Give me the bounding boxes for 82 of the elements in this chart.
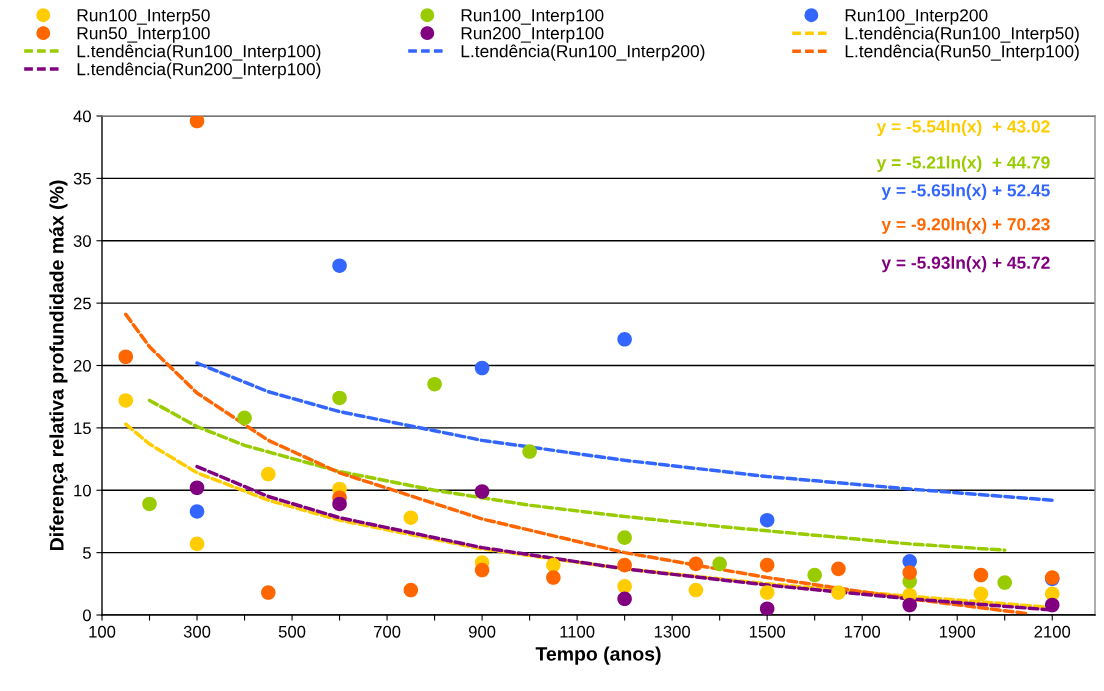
point [831,561,846,577]
y-tick-label: 15 [74,422,91,435]
annotation: y = -5.65ln(x) + 52.45 [881,183,1050,200]
x-tick-label: 1700 [844,625,881,638]
y-tick-label: 40 [73,110,91,123]
point [118,393,134,408]
x-tick-label: 100 [89,625,116,638]
legend-label: L.tendência(Run200_Interp100) [77,62,321,79]
x-tick-label: 1500 [749,625,786,638]
point [546,570,561,585]
x-tick-label: 900 [468,625,496,638]
point [617,332,632,347]
point [546,557,561,573]
legend-label: Run100_Interp100 [461,9,604,25]
line-series [147,398,1007,552]
annotation: y = -5.54ln(x) + 43.02 [876,119,1050,137]
point [189,536,205,552]
point [973,586,989,602]
point [617,579,632,594]
legend-label: L.tendência(Run100_Interp200) [461,44,705,61]
point [617,557,632,573]
point [118,349,134,365]
y-tick-label: 5 [82,547,91,559]
x-tick-label: 1900 [939,625,976,638]
x-tick-label: 500 [278,625,306,638]
point [474,562,490,578]
point [261,466,276,482]
point [759,601,775,615]
point [997,575,1013,590]
y-tick-label: 20 [73,359,91,372]
y-tick-label: 0 [82,609,91,622]
y-tick-label: 25 [73,297,91,310]
point [189,480,205,496]
x-tick-label: 700 [374,625,401,638]
y-tick-label: 30 [73,235,91,247]
y-axis-title: Diferença relativa profundidade máx (%) [49,180,68,551]
point [403,510,419,525]
line-series [195,361,1054,502]
point [759,585,775,600]
point [902,597,917,613]
x-tick-label: 300 [183,625,211,638]
x-axis-title: Tempo (anos) [535,646,661,665]
point [1044,597,1060,613]
x-tick-label: 1100 [560,625,595,638]
point [759,557,775,573]
legend-label: Run100_Interp200 [845,9,988,25]
point [712,556,727,572]
point [973,567,989,583]
legend-label: Run100_Interp50 [77,9,210,25]
point [403,582,419,598]
point [522,444,537,459]
point [688,556,704,572]
point [759,512,775,528]
point [332,496,347,512]
x-tick-label: 1300 [654,625,691,638]
point [474,484,490,499]
annotation: y = -5.21ln(x) + 44.79 [876,155,1050,172]
annotation: y = -9.20ln(x) + 70.23 [881,217,1050,234]
point [332,258,347,273]
point [189,504,205,519]
point [474,360,490,376]
legend-label: L.tendência(Run50_Interp100) [845,44,1079,61]
point [831,585,846,600]
legend-label: L.tendência(Run100_Interp50) [845,26,1079,43]
point [427,376,442,392]
annotation: y = -5.93ln(x) + 45.72 [881,256,1050,273]
legend-label: Run50_Interp100 [77,27,210,43]
y-tick-label: 10 [74,484,91,497]
point [189,116,205,129]
point [688,582,704,598]
point [237,410,252,426]
legend-label: Run200_Interp100 [461,27,604,43]
x-tick-label: 2100 [1034,625,1071,638]
point [332,390,347,406]
point [617,591,632,607]
point [142,496,157,512]
point [261,585,276,600]
legend-label: L.tendência(Run100_Interp100) [77,44,321,61]
point [902,565,917,580]
point [807,567,822,583]
y-tick-label: 35 [73,172,91,185]
point [617,530,632,545]
